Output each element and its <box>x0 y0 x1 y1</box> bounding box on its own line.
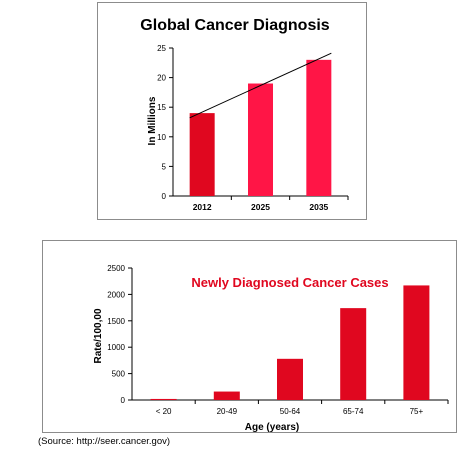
y-axis-label: In Millions <box>147 96 158 145</box>
y-tick-label: 0 <box>121 396 126 405</box>
y-tick-label: 2500 <box>107 264 125 273</box>
x-tick-label: 75+ <box>410 407 424 416</box>
y-tick-label: 1000 <box>107 343 125 352</box>
y-tick-label: 5 <box>162 162 167 171</box>
chart-title: Newly Diagnosed Cancer Cases <box>191 275 388 290</box>
y-tick-label: 20 <box>157 74 166 83</box>
bar <box>248 83 273 196</box>
bar <box>150 398 177 400</box>
global-cancer-chart-svg: Global Cancer Diagnosis In Millions 0 5 10… <box>140 17 349 212</box>
x-tick-label: 65-74 <box>343 407 364 416</box>
y-tick-label: 2000 <box>107 290 125 299</box>
chart-title: Global Cancer Diagnosis <box>140 17 329 34</box>
bar <box>213 391 240 400</box>
bar <box>189 113 215 196</box>
x-tick-label: < 20 <box>156 407 172 416</box>
bar <box>306 59 332 197</box>
source-note: (Source: http://seer.cancer.gov) <box>38 436 171 447</box>
bar <box>403 285 430 400</box>
y-tick-label: 10 <box>157 133 166 142</box>
age-cancer-chart-svg: Newly Diagnosed Cancer Cases Rate/100,00… <box>93 264 449 433</box>
x-axis-label: Age (years) <box>245 422 299 433</box>
x-tick-label: 2025 <box>251 202 270 212</box>
age-cancer-chart: Newly Diagnosed Cancer Cases Rate/100,00… <box>42 240 457 433</box>
global-cancer-chart: Global Cancer Diagnosis In Millions 0 5 10… <box>97 2 367 220</box>
y-tick-label: 500 <box>112 370 126 379</box>
x-tick-label: 2035 <box>309 202 328 212</box>
x-tick-label: 2012 <box>193 202 212 212</box>
x-tick-label: 50-64 <box>280 407 301 416</box>
y-tick-label: 15 <box>157 103 166 112</box>
y-tick-label: 25 <box>157 44 166 53</box>
bar <box>277 358 303 400</box>
x-tick-label: 20-49 <box>217 407 238 416</box>
y-tick-label: 1500 <box>107 317 125 326</box>
trend-line <box>189 52 332 119</box>
bar <box>340 308 367 400</box>
y-axis-label: Rate/100,00 <box>93 308 104 363</box>
y-tick-label: 0 <box>162 192 167 201</box>
